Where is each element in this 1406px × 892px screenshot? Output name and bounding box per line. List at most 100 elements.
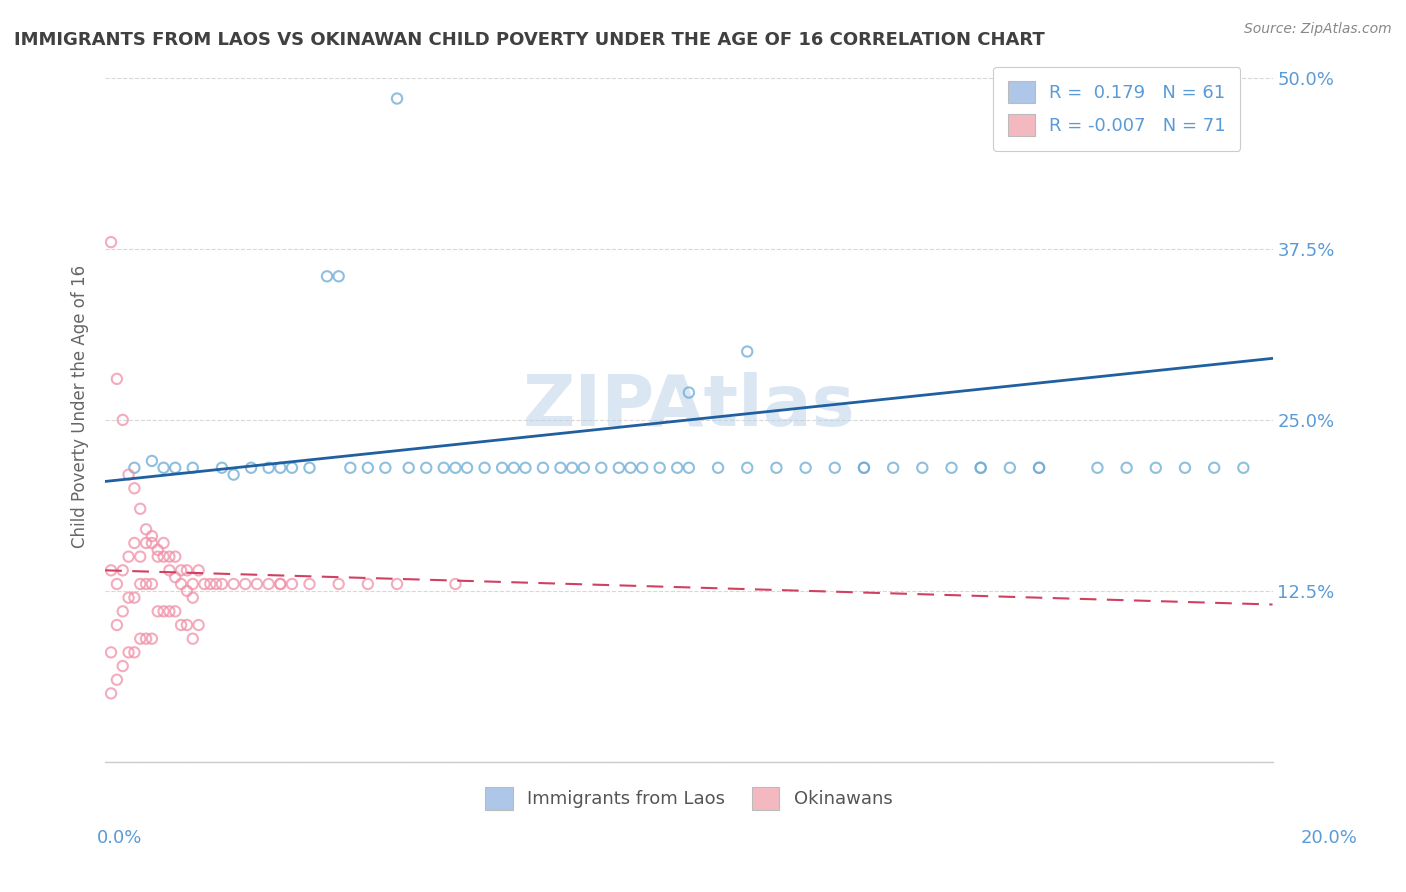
Text: 20.0%: 20.0% xyxy=(1301,829,1357,847)
Point xyxy=(433,460,456,475)
Text: Source: ZipAtlas.com: Source: ZipAtlas.com xyxy=(1244,22,1392,37)
Point xyxy=(502,460,524,475)
Point xyxy=(257,577,280,591)
Point xyxy=(619,460,641,475)
Point xyxy=(111,659,134,673)
Point xyxy=(591,460,613,475)
Point xyxy=(444,460,467,475)
Point xyxy=(357,460,380,475)
Point xyxy=(852,460,875,475)
Point xyxy=(222,577,245,591)
Point xyxy=(181,632,204,646)
Point xyxy=(882,460,904,475)
Point xyxy=(165,460,187,475)
Point xyxy=(456,460,478,475)
Point xyxy=(170,563,193,577)
Point xyxy=(269,577,291,591)
Text: 0.0%: 0.0% xyxy=(97,829,142,847)
Point xyxy=(631,460,654,475)
Point xyxy=(269,577,291,591)
Point xyxy=(105,618,128,632)
Point xyxy=(129,549,152,564)
Point xyxy=(100,235,122,249)
Point xyxy=(211,577,233,591)
Point xyxy=(181,577,204,591)
Point xyxy=(181,460,204,475)
Y-axis label: Child Poverty Under the Age of 16: Child Poverty Under the Age of 16 xyxy=(72,265,89,548)
Point xyxy=(152,549,174,564)
Point xyxy=(735,344,758,359)
Point xyxy=(257,460,280,475)
Point xyxy=(165,549,187,564)
Point xyxy=(100,686,122,700)
Point xyxy=(794,460,817,475)
Point xyxy=(474,460,496,475)
Point xyxy=(328,269,350,284)
Point xyxy=(129,577,152,591)
Point xyxy=(170,618,193,632)
Point xyxy=(970,460,993,475)
Point xyxy=(135,536,157,550)
Point xyxy=(281,577,304,591)
Point xyxy=(152,536,174,550)
Point xyxy=(157,604,180,618)
Point xyxy=(152,604,174,618)
Point xyxy=(269,460,291,475)
Legend: Immigrants from Laos, Okinawans: Immigrants from Laos, Okinawans xyxy=(478,780,900,817)
Point xyxy=(105,577,128,591)
Point xyxy=(117,467,139,482)
Point xyxy=(735,460,758,475)
Point xyxy=(187,563,209,577)
Point xyxy=(298,577,321,591)
Point xyxy=(1115,460,1137,475)
Point xyxy=(678,460,700,475)
Point xyxy=(105,372,128,386)
Point xyxy=(135,577,157,591)
Point xyxy=(124,645,146,659)
Point xyxy=(165,604,187,618)
Point xyxy=(765,460,787,475)
Point xyxy=(176,563,198,577)
Point xyxy=(117,549,139,564)
Point xyxy=(515,460,537,475)
Point xyxy=(141,529,163,543)
Point xyxy=(852,460,875,475)
Point xyxy=(970,460,993,475)
Point xyxy=(176,618,198,632)
Point xyxy=(129,501,152,516)
Point xyxy=(135,522,157,536)
Point xyxy=(124,460,146,475)
Point xyxy=(146,542,169,557)
Point xyxy=(415,460,437,475)
Point xyxy=(146,604,169,618)
Point xyxy=(357,577,380,591)
Point xyxy=(157,563,180,577)
Point xyxy=(385,577,408,591)
Point xyxy=(1204,460,1226,475)
Point xyxy=(124,536,146,550)
Point xyxy=(152,460,174,475)
Point xyxy=(316,269,339,284)
Point xyxy=(100,645,122,659)
Point xyxy=(648,460,671,475)
Point xyxy=(170,577,193,591)
Point xyxy=(572,460,595,475)
Point xyxy=(205,577,228,591)
Point xyxy=(398,460,420,475)
Point xyxy=(124,481,146,495)
Point xyxy=(240,460,263,475)
Point xyxy=(181,591,204,605)
Point xyxy=(222,467,245,482)
Point xyxy=(129,632,152,646)
Point xyxy=(141,632,163,646)
Point xyxy=(105,673,128,687)
Point xyxy=(100,563,122,577)
Point xyxy=(141,454,163,468)
Text: IMMIGRANTS FROM LAOS VS OKINAWAN CHILD POVERTY UNDER THE AGE OF 16 CORRELATION C: IMMIGRANTS FROM LAOS VS OKINAWAN CHILD P… xyxy=(14,31,1045,49)
Point xyxy=(157,549,180,564)
Point xyxy=(941,460,963,475)
Point xyxy=(135,632,157,646)
Point xyxy=(339,460,361,475)
Point xyxy=(666,460,689,475)
Point xyxy=(328,577,350,591)
